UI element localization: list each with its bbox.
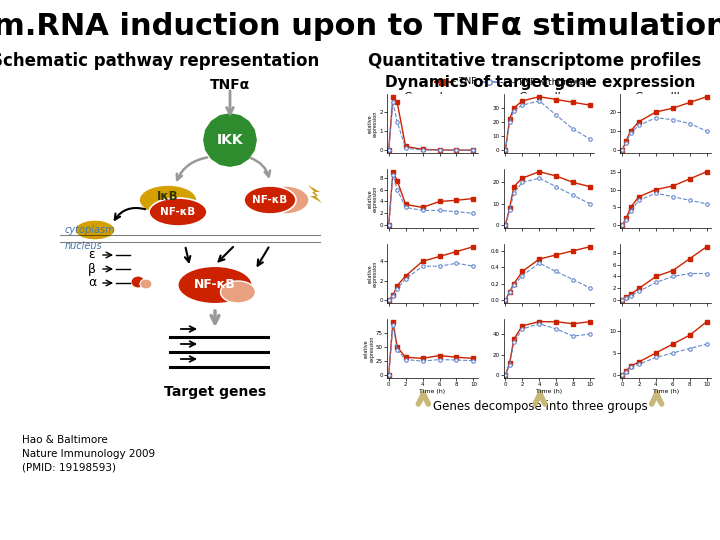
Text: NF-κB: NF-κB xyxy=(161,207,196,217)
Text: Group II: Group II xyxy=(519,92,561,102)
Ellipse shape xyxy=(149,198,207,226)
Y-axis label: relative
expression: relative expression xyxy=(364,335,374,362)
Ellipse shape xyxy=(75,220,115,240)
Text: β: β xyxy=(88,262,96,275)
Text: Group I: Group I xyxy=(404,92,442,102)
Ellipse shape xyxy=(220,281,256,303)
Text: IκB: IκB xyxy=(157,190,179,202)
X-axis label: Time (h): Time (h) xyxy=(536,389,562,394)
Text: cytoplasm: cytoplasm xyxy=(65,225,116,235)
Text: Hao & Baltimore
Nature Immunology 2009
(PMID: 19198593): Hao & Baltimore Nature Immunology 2009 (… xyxy=(22,435,155,473)
X-axis label: Time (h): Time (h) xyxy=(652,389,679,394)
Text: Target genes: Target genes xyxy=(164,385,266,399)
Text: NF-κB: NF-κB xyxy=(194,279,236,292)
Ellipse shape xyxy=(131,276,145,288)
Text: Quantitative transcriptome profiles: Quantitative transcriptome profiles xyxy=(369,52,701,70)
Text: - TNF: - TNF xyxy=(453,78,477,86)
Text: Dynamics of target gene expression: Dynamics of target gene expression xyxy=(384,75,696,90)
Text: nucleus: nucleus xyxy=(65,241,103,251)
Polygon shape xyxy=(308,185,322,203)
Y-axis label: relative
expression: relative expression xyxy=(367,185,378,212)
Text: -□- TNF withdrawal: -□- TNF withdrawal xyxy=(500,78,588,86)
Text: α: α xyxy=(88,276,96,289)
Ellipse shape xyxy=(139,185,197,215)
X-axis label: Time (h): Time (h) xyxy=(419,389,446,394)
Ellipse shape xyxy=(261,186,309,214)
Y-axis label: relative
expression: relative expression xyxy=(367,110,378,137)
Ellipse shape xyxy=(244,186,296,214)
Ellipse shape xyxy=(140,279,152,289)
Text: Schematic pathway representation: Schematic pathway representation xyxy=(0,52,319,70)
Y-axis label: relative
expression: relative expression xyxy=(367,260,378,287)
Text: ε: ε xyxy=(89,248,95,261)
Ellipse shape xyxy=(178,266,253,304)
Text: Group III: Group III xyxy=(634,92,679,102)
Text: TNFα: TNFα xyxy=(210,78,250,92)
Text: Genes decompose into three groups: Genes decompose into three groups xyxy=(433,400,647,413)
Text: IKK: IKK xyxy=(217,133,243,147)
Text: m.RNA induction upon to TNFα stimulation: m.RNA induction upon to TNFα stimulation xyxy=(0,12,720,41)
Text: NF-κB: NF-κB xyxy=(253,195,287,205)
